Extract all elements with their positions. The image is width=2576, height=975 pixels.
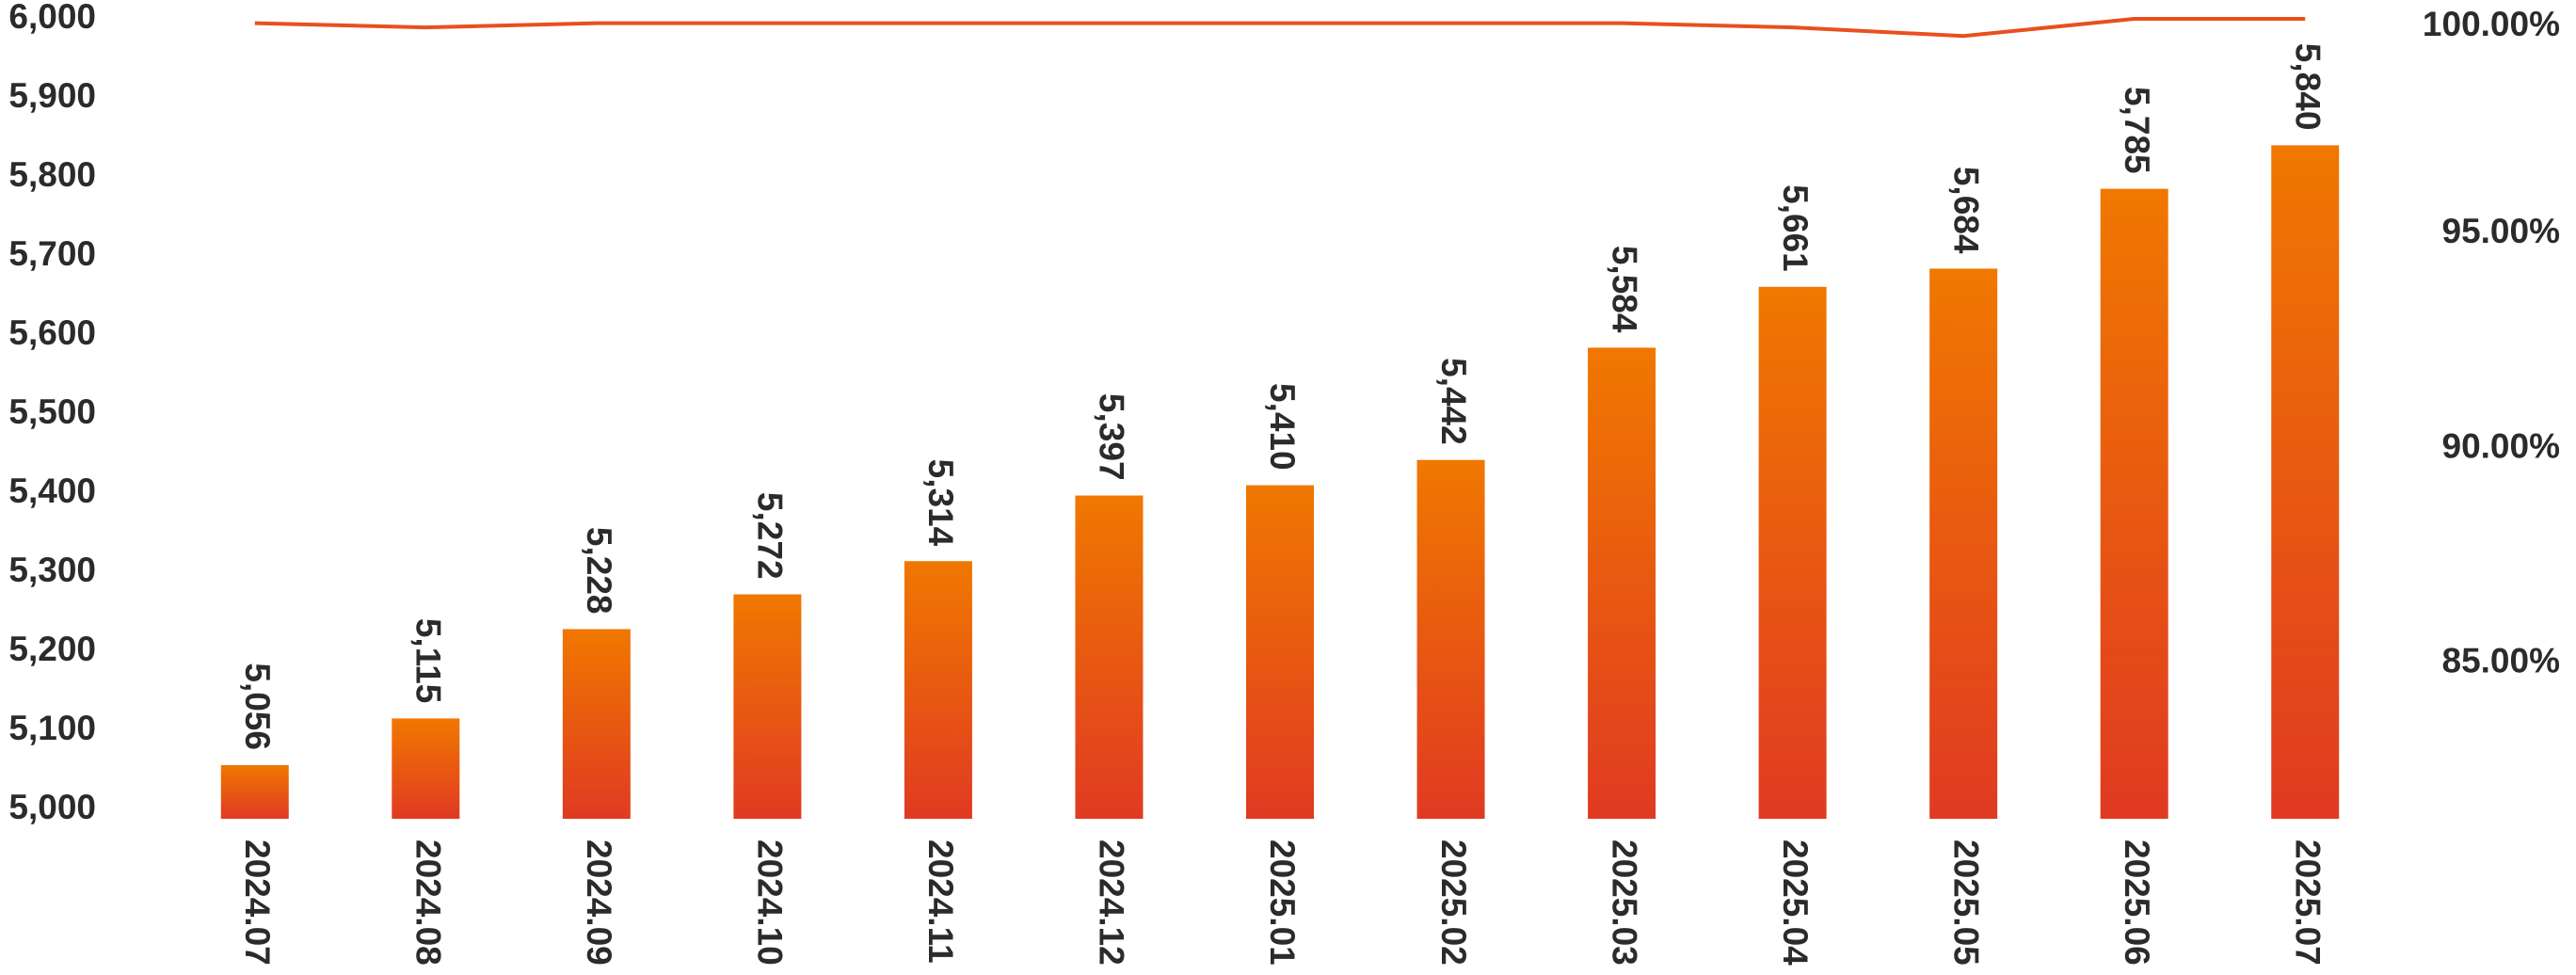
value-label: 5,228 xyxy=(580,527,618,615)
x-tick-label: 2024.12 xyxy=(1093,839,1131,966)
y-tick-label: 5,700 xyxy=(8,234,96,273)
x-tick-label: 2025.01 xyxy=(1263,839,1302,966)
x-tick-label: 2024.09 xyxy=(580,839,618,966)
bar xyxy=(1929,268,1998,819)
y-tick-label: 5,000 xyxy=(8,788,96,826)
value-label: 5,584 xyxy=(1605,246,1643,333)
bar xyxy=(1588,347,1656,819)
value-label: 5,397 xyxy=(1093,393,1131,481)
x-tick-label: 2025.03 xyxy=(1605,839,1643,966)
value-label: 5,314 xyxy=(921,459,960,547)
bar xyxy=(392,718,460,819)
bar xyxy=(562,629,631,819)
x-tick-label: 2025.02 xyxy=(1434,839,1473,966)
x-tick-label: 2024.11 xyxy=(921,839,960,964)
line xyxy=(254,17,2306,39)
bar xyxy=(2100,188,2168,820)
bar xyxy=(733,594,802,819)
x-tick-label: 2025.06 xyxy=(2118,839,2156,966)
y-tick-label: 5,100 xyxy=(8,709,96,747)
bar xyxy=(1758,286,1827,819)
bar xyxy=(220,764,289,819)
y-tick-label: 5,900 xyxy=(8,76,96,115)
x-tick-label: 2024.08 xyxy=(409,839,448,966)
x-tick-label: 2025.07 xyxy=(2288,839,2327,966)
y-tick-label: 5,500 xyxy=(8,392,96,431)
value-label: 5,840 xyxy=(2288,43,2327,131)
x-tick-label: 2024.10 xyxy=(751,839,790,966)
bar xyxy=(904,561,972,819)
y-tick-label: 5,800 xyxy=(8,155,96,194)
x-tick-label: 2024.07 xyxy=(238,839,277,966)
y-tick-label: 5,300 xyxy=(8,551,96,589)
value-label: 5,785 xyxy=(2118,87,2156,174)
value-label: 5,115 xyxy=(409,618,448,704)
bar xyxy=(1246,485,1314,819)
value-label: 5,661 xyxy=(1776,184,1815,272)
value-label: 5,442 xyxy=(1434,358,1473,445)
value-label: 5,684 xyxy=(1946,167,1985,254)
value-label: 5,056 xyxy=(238,663,277,750)
bar xyxy=(1075,495,1144,819)
y-tick-label: 5,400 xyxy=(8,472,96,510)
y-tick-label: 5,600 xyxy=(8,313,96,352)
y-tick-label: 5,200 xyxy=(8,630,96,668)
bar xyxy=(1416,459,1485,819)
y2-tick-label: 90.00% xyxy=(2442,426,2561,465)
value-label: 5,272 xyxy=(751,492,790,580)
y2-tick-label: 85.00% xyxy=(2442,642,2561,680)
value-label: 5,410 xyxy=(1263,383,1302,471)
x-tick-label: 2025.04 xyxy=(1776,839,1815,966)
y2-tick-label: 100.00% xyxy=(2423,5,2560,43)
bar xyxy=(2271,145,2340,819)
y2-tick-label: 95.00% xyxy=(2442,212,2561,250)
y-tick-label: 6,000 xyxy=(8,0,96,36)
x-tick-label: 2025.05 xyxy=(1946,839,1985,966)
